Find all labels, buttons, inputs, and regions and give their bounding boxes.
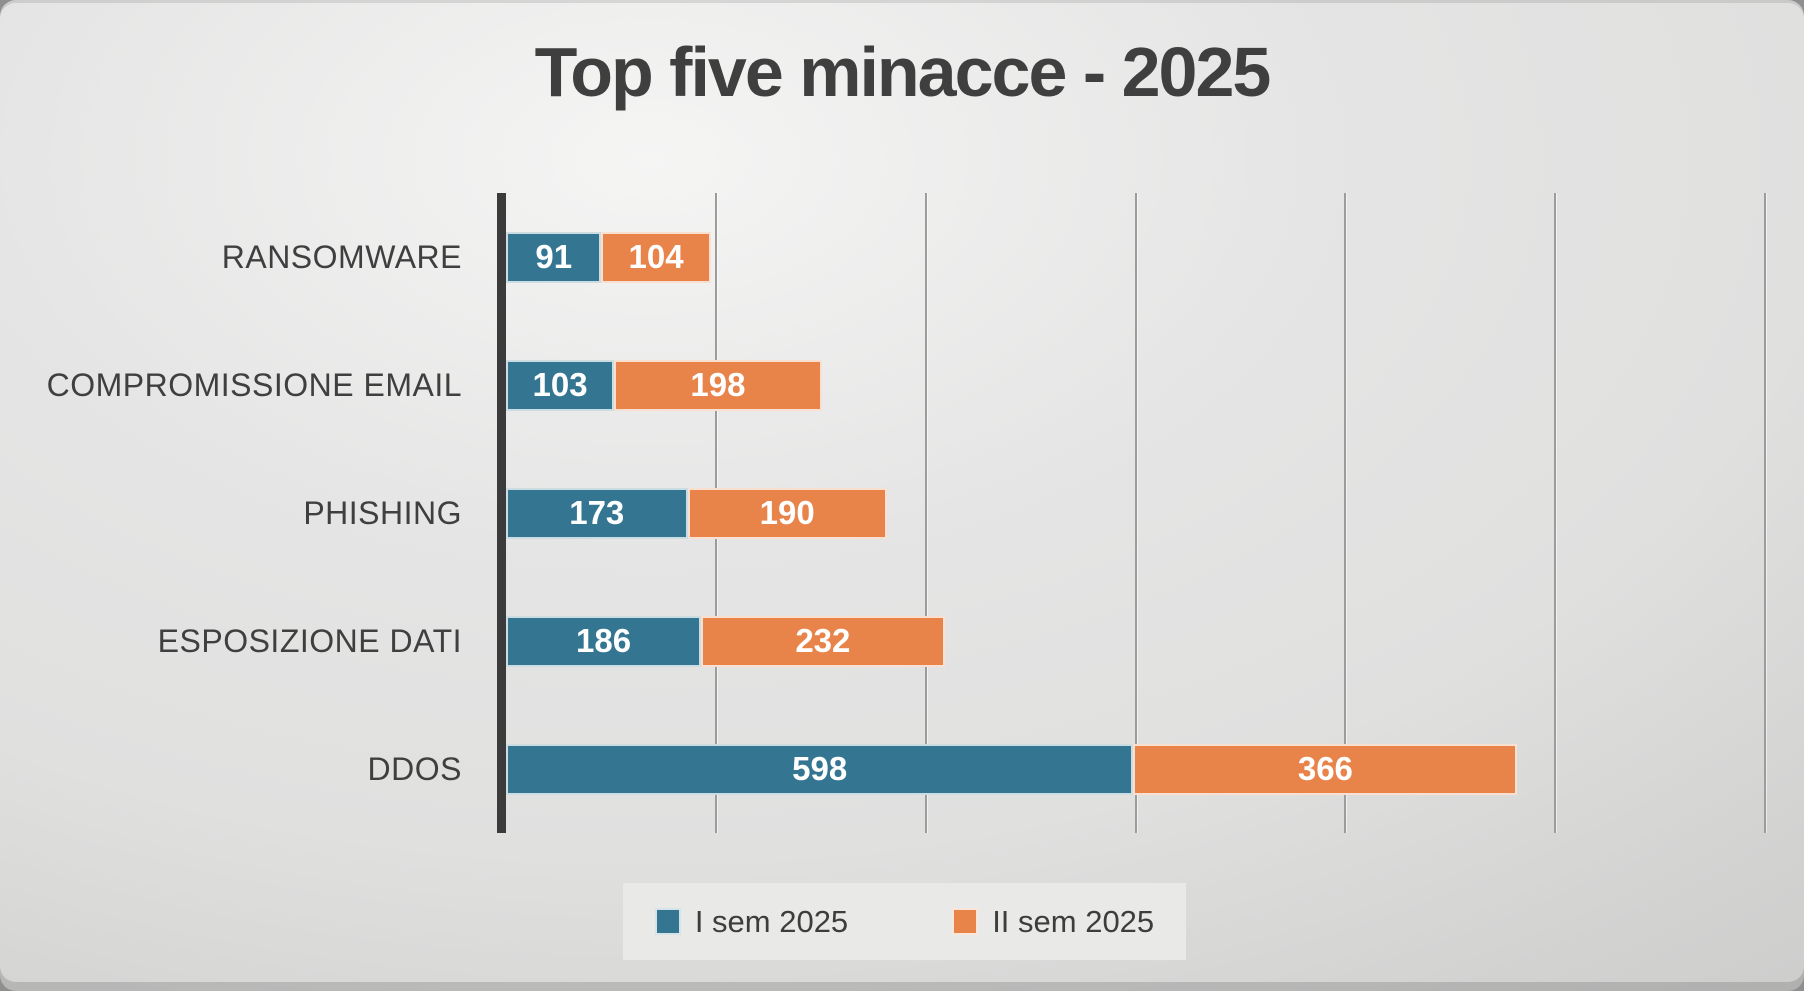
bar-segment: 598 — [506, 743, 1134, 795]
bar-value-label: 198 — [690, 366, 746, 403]
legend-label-i-sem: I sem 2025 — [694, 903, 849, 939]
chart-title: Top five minacce - 2025 — [534, 33, 1272, 111]
bar-value-label: 190 — [759, 494, 815, 531]
bar-value-label: 91 — [535, 238, 573, 275]
category-label: DDOS — [367, 750, 462, 787]
bar-row: 103 198 — [506, 321, 1765, 449]
bar-row: 186 232 — [506, 577, 1765, 705]
gridline-800 — [1344, 193, 1347, 833]
bar-value-label: 366 — [1297, 750, 1353, 787]
bar-segment: 103 — [506, 359, 615, 411]
category-label: ESPOSIZIONE DATI — [157, 622, 462, 659]
legend: I sem 2025 II sem 2025 — [623, 883, 1186, 960]
category-axis-labels: RANSOMWARE COMPROMISSIONE EMAIL PHISHING ES… — [0, 193, 462, 833]
y-axis-line — [497, 193, 506, 833]
gridline-1000 — [1554, 193, 1557, 833]
bar-value-label: 186 — [576, 622, 632, 659]
legend-item-i-sem: I sem 2025 — [654, 903, 849, 940]
category-label: COMPROMISSIONE EMAIL — [46, 366, 462, 403]
bar-value-label: 104 — [628, 238, 684, 275]
bar-row: 91 104 — [506, 193, 1765, 321]
category-label: RANSOMWARE — [221, 238, 462, 275]
legend-swatch-ii-sem-icon — [952, 908, 979, 935]
bar-segment: 198 — [614, 359, 822, 411]
bar-value-label: 232 — [795, 622, 851, 659]
bar-stack: 186 232 — [506, 615, 1765, 667]
gridline-1200 — [1764, 193, 1766, 833]
bar-rows: 91 104 103 198 173 190 186 232 598 366 — [506, 193, 1765, 833]
bar-segment: 173 — [506, 487, 688, 539]
bar-stack: 91 104 — [506, 231, 1765, 283]
legend-label-ii-sem: II sem 2025 — [992, 903, 1155, 939]
bar-value-label: 173 — [569, 494, 625, 531]
bar-segment: 104 — [601, 231, 711, 283]
bar-stack: 103 198 — [506, 359, 1765, 411]
legend-swatch-i-sem-icon — [654, 908, 681, 935]
bar-value-label: 103 — [532, 366, 588, 403]
gridline-600 — [1134, 193, 1137, 833]
plot-area: 91 104 103 198 173 190 186 232 598 366 — [497, 193, 1766, 833]
bar-segment: 186 — [506, 615, 702, 667]
legend-item-ii-sem: II sem 2025 — [952, 904, 1154, 940]
bar-row: 598 366 — [506, 705, 1765, 833]
bar-segment: 190 — [687, 487, 887, 539]
bar-segment: 232 — [701, 615, 945, 667]
bar-value-label: 598 — [792, 750, 848, 787]
bar-segment: 91 — [506, 231, 602, 283]
gridline-400 — [924, 193, 927, 833]
bar-row: 173 190 — [506, 449, 1765, 577]
bar-stack: 598 366 — [506, 743, 1765, 795]
category-label: PHISHING — [303, 494, 462, 531]
bar-stack: 173 190 — [506, 487, 1765, 539]
bar-segment: 366 — [1133, 743, 1518, 795]
